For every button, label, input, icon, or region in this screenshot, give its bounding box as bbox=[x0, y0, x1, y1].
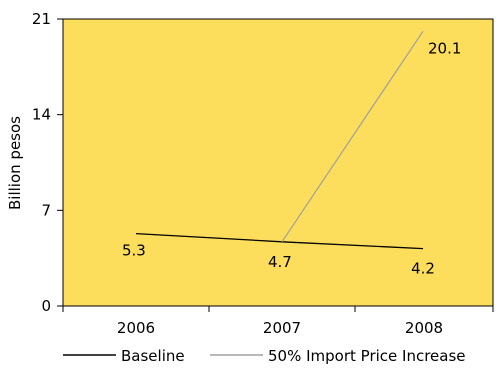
legend-label-1: 50% Import Price Increase bbox=[268, 347, 466, 365]
legend-label-0: Baseline bbox=[121, 347, 185, 365]
legend: Baseline 50% Import Price Increase bbox=[63, 347, 466, 365]
data-label-1-1: 20.1 bbox=[428, 39, 461, 57]
axis-ticks: 0 7 14 21 2006 2007 2008 bbox=[32, 10, 494, 337]
y-tick-label-3: 21 bbox=[32, 10, 51, 28]
plot-area bbox=[62, 18, 494, 307]
data-label-0-0: 5.3 bbox=[122, 242, 146, 260]
series-line-1 bbox=[281, 30, 424, 243]
y-tick-label-1: 7 bbox=[41, 201, 51, 219]
y-axis-title: Billion pesos bbox=[6, 116, 24, 210]
series-lines bbox=[135, 30, 424, 250]
y-tick-label-0: 0 bbox=[41, 297, 51, 315]
data-label-0-1: 4.7 bbox=[268, 253, 292, 271]
data-labels: 5.3 4.7 4.2 20.1 bbox=[122, 39, 461, 277]
x-tick-label-0: 2006 bbox=[117, 319, 155, 337]
data-label-0-2: 4.2 bbox=[411, 260, 435, 278]
y-tick-label-2: 14 bbox=[32, 106, 51, 124]
x-tick-label-1: 2007 bbox=[263, 319, 301, 337]
x-tick-label-2: 2008 bbox=[405, 319, 443, 337]
